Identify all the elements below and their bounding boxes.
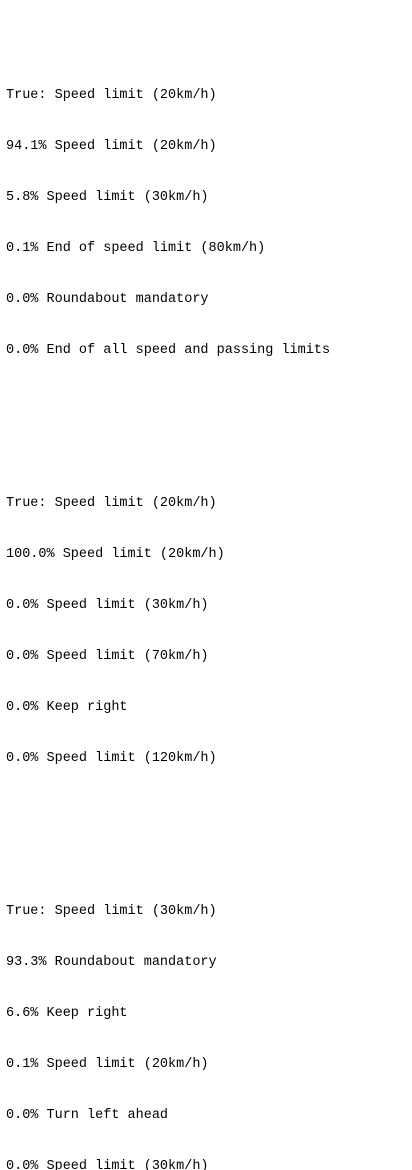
prediction-line: 0.0% Turn left ahead <box>6 1108 169 1123</box>
true-label-line: True: Speed limit (20km/h) <box>6 496 217 511</box>
prediction-line: 0.0% Speed limit (30km/h) <box>6 598 209 613</box>
prediction-line: 0.1% End of speed limit (80km/h) <box>6 241 266 256</box>
prediction-line: 0.0% Roundabout mandatory <box>6 292 209 307</box>
prediction-line: 0.0% Speed limit (70km/h) <box>6 649 209 664</box>
prediction-line: 94.1% Speed limit (20km/h) <box>6 139 217 154</box>
prediction-line: 6.6% Keep right <box>6 1006 128 1021</box>
console-output: True: Speed limit (20km/h) 94.1% Speed l… <box>6 53 412 1170</box>
prediction-line: 5.8% Speed limit (30km/h) <box>6 190 209 205</box>
prediction-line: 100.0% Speed limit (20km/h) <box>6 547 225 562</box>
prediction-line: 0.1% Speed limit (20km/h) <box>6 1057 209 1072</box>
prediction-block-1: True: Speed limit (20km/h) 94.1% Speed l… <box>6 53 412 393</box>
prediction-line: 0.0% Speed limit (30km/h) <box>6 1159 209 1170</box>
prediction-line: 0.0% Speed limit (120km/h) <box>6 751 217 766</box>
prediction-line: 0.0% End of all speed and passing limits <box>6 343 331 358</box>
prediction-block-2: True: Speed limit (20km/h) 100.0% Speed … <box>6 461 412 801</box>
prediction-line: 0.0% Keep right <box>6 700 128 715</box>
true-label-line: True: Speed limit (30km/h) <box>6 904 217 919</box>
prediction-block-3: True: Speed limit (30km/h) 93.3% Roundab… <box>6 869 412 1170</box>
prediction-line: 93.3% Roundabout mandatory <box>6 955 217 970</box>
true-label-line: True: Speed limit (20km/h) <box>6 88 217 103</box>
